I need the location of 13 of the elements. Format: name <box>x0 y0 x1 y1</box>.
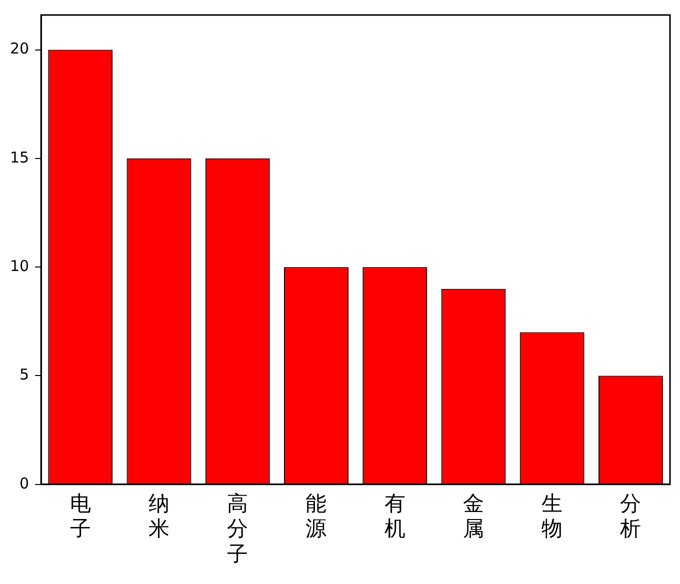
x-tick-label: 有机 <box>384 491 406 541</box>
y-tick-label: 20 <box>10 40 30 58</box>
y-tick-label: 5 <box>20 366 30 384</box>
x-tick-label: 纳米 <box>148 491 170 541</box>
x-tick-label: 高分子 <box>227 491 248 566</box>
x-tick-label: 金属 <box>462 491 484 541</box>
x-tick-label: 电子 <box>70 491 91 541</box>
y-tick-label: 15 <box>10 148 30 166</box>
y-tick-label: 10 <box>10 256 30 275</box>
x-tick-label: 分析 <box>619 491 642 541</box>
x-tick-label: 能源 <box>306 491 327 541</box>
y-tick-label: 0 <box>20 474 30 492</box>
x-tick-label: 生物 <box>542 491 563 541</box>
